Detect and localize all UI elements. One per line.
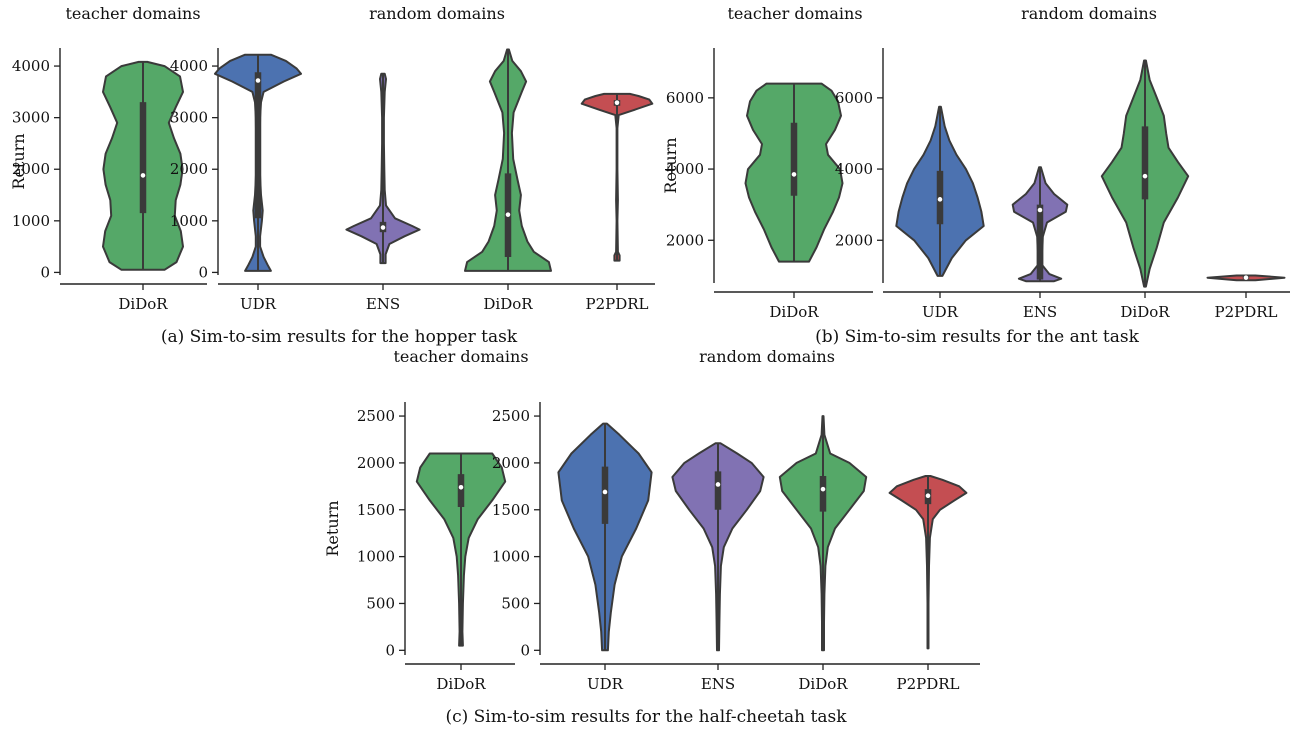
violin-median-marker xyxy=(458,484,464,490)
chart-panel-b-random: 2000 4000 6000 random domains UDR ENS DiDoR P2P… xyxy=(835,4,1290,321)
y-tick-label: 1500 xyxy=(492,501,530,519)
violin-median-marker xyxy=(255,78,261,83)
violin-median-marker xyxy=(791,172,797,177)
y-tick-label: 500 xyxy=(501,594,530,612)
x-tick-label: DiDoR xyxy=(798,675,848,693)
y-tick-label: 2000 xyxy=(12,160,50,178)
y-tick-label: 4000 xyxy=(12,57,50,75)
y-tick-label: 0 xyxy=(385,641,395,659)
y-tick-label: 2000 xyxy=(170,160,208,178)
x-tick-label: DiDoR xyxy=(1120,303,1170,321)
violin-median-marker xyxy=(1142,173,1148,179)
y-tick-label: 4000 xyxy=(835,160,873,178)
y-tick-label: 2500 xyxy=(492,407,530,425)
x-tick-label: DiDoR xyxy=(769,303,819,321)
violin-median-marker xyxy=(505,212,511,217)
subfigure-caption: (a) Sim-to-sim results for the hopper ta… xyxy=(161,327,518,347)
y-axis-label: Return xyxy=(9,133,28,189)
violin-median-marker xyxy=(937,197,943,202)
y-tick-label: 6000 xyxy=(835,89,873,107)
panel-title: random domains xyxy=(1021,4,1157,23)
panel-title: teacher domains xyxy=(727,4,862,23)
violin-median-marker xyxy=(1037,207,1043,213)
violin-median-marker xyxy=(820,486,826,492)
x-tick-label: P2PDRL xyxy=(896,675,959,693)
y-tick-label: 0 xyxy=(40,263,50,281)
violin-median-marker xyxy=(140,173,146,178)
x-tick-label: ENS xyxy=(366,295,400,313)
y-tick-label: 0 xyxy=(198,263,208,281)
chart-panel-b-teacher: 2000 4000 6000 Return teacher domains DiDoR xyxy=(661,4,873,321)
y-tick-label: 2000 xyxy=(835,231,873,249)
violin-median-marker xyxy=(602,489,608,495)
y-tick-label: 1000 xyxy=(12,212,50,230)
panel-title: teacher domains xyxy=(393,347,528,366)
y-tick-label: 2000 xyxy=(357,454,395,472)
x-tick-label: DiDoR xyxy=(483,295,533,313)
y-tick-label: 6000 xyxy=(666,89,704,107)
x-tick-label: ENS xyxy=(1023,303,1057,321)
chart-panel-a-teacher: 0 1000 2000 3000 4000 Return teacher domains Di… xyxy=(9,4,207,313)
y-tick-label: 1000 xyxy=(170,212,208,230)
violin-median-marker xyxy=(715,482,721,487)
violin-median-marker xyxy=(925,493,931,499)
y-tick-label: 3000 xyxy=(12,109,50,127)
x-tick-label: ENS xyxy=(701,675,735,693)
y-axis-label: Return xyxy=(661,137,680,193)
y-axis-label: Return xyxy=(323,500,342,556)
x-tick-label: P2PDRL xyxy=(1214,303,1277,321)
x-tick-label: P2PDRL xyxy=(585,295,648,313)
subfigure-caption: (b) Sim-to-sim results for the ant task xyxy=(815,327,1140,347)
y-tick-label: 2500 xyxy=(357,407,395,425)
panel-title: random domains xyxy=(699,347,835,366)
panel-title: random domains xyxy=(369,4,505,23)
chart-panel-a-random: 0 1000 2000 3000 4000 random domains UDR ENS DiD… xyxy=(170,4,655,313)
subfigure-caption: (c) Sim-to-sim results for the half-chee… xyxy=(445,707,847,727)
y-tick-label: 1000 xyxy=(357,548,395,566)
y-tick-label: 2000 xyxy=(666,231,704,249)
y-tick-label: 2000 xyxy=(492,454,530,472)
y-tick-label: 4000 xyxy=(666,160,704,178)
y-tick-label: 3000 xyxy=(170,109,208,127)
y-tick-label: 500 xyxy=(366,594,395,612)
y-tick-label: 0 xyxy=(520,641,530,659)
y-tick-label: 4000 xyxy=(170,57,208,75)
x-tick-label: UDR xyxy=(922,303,959,321)
chart-panel-c-random: 0 500 1000 1500 2000 2500 random domains UDR ENS… xyxy=(492,347,980,693)
y-tick-label: 1000 xyxy=(492,548,530,566)
x-tick-label: UDR xyxy=(587,675,624,693)
violin-median-marker xyxy=(1243,275,1249,280)
y-tick-label: 1500 xyxy=(357,501,395,519)
panel-title: teacher domains xyxy=(65,4,200,23)
x-tick-label: UDR xyxy=(240,295,277,313)
chart-panel-c-teacher: 0 500 1000 1500 2000 2500 Return teacher domain… xyxy=(323,347,529,693)
x-tick-label: DiDoR xyxy=(118,295,168,313)
violin-median-marker xyxy=(614,100,620,105)
violin-median-marker xyxy=(380,225,386,230)
x-tick-label: DiDoR xyxy=(436,675,486,693)
